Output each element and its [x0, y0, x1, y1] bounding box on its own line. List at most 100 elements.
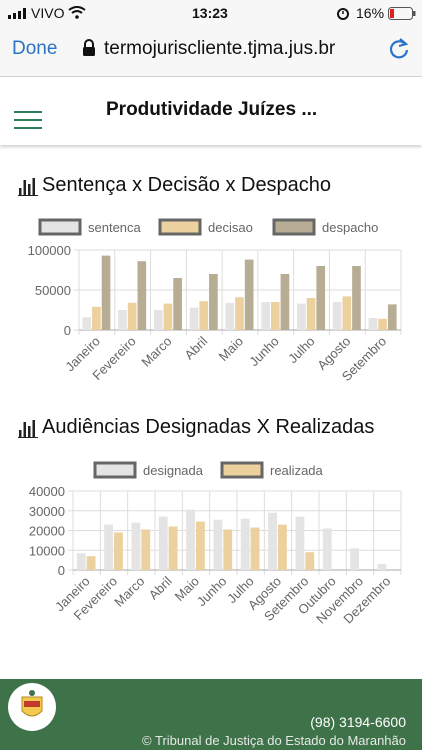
chart2-title: Audiências Designadas X Realizadas — [18, 416, 374, 439]
bar-decisao[interactable] — [163, 303, 173, 330]
bar-designada[interactable] — [186, 509, 195, 570]
bar-designada[interactable] — [295, 516, 305, 570]
bar-designada[interactable] — [377, 564, 387, 570]
legend-label-realizada[interactable]: realizada — [270, 463, 324, 478]
bar-decisao[interactable] — [270, 302, 280, 330]
app-header: Produtividade Juízes ... — [0, 77, 422, 145]
chart1: sentenca decisao despacho050000100000Janei… — [28, 218, 402, 384]
bar-sentenca[interactable] — [225, 302, 235, 330]
x-tick-label: Maio — [216, 334, 247, 365]
bar-chart-icon — [18, 177, 38, 196]
court-logo — [8, 683, 56, 731]
y-tick-label: 100000 — [28, 243, 71, 258]
x-tick-label: Marco — [138, 334, 174, 370]
legend-swatch-designada[interactable] — [93, 461, 137, 479]
y-tick-label: 10000 — [29, 543, 65, 558]
legend-label-designada[interactable]: designada — [143, 463, 204, 478]
y-tick-label: 50000 — [35, 283, 71, 298]
bar-despacho[interactable] — [352, 266, 361, 330]
legend-swatch-realizada[interactable] — [220, 461, 264, 479]
bar-despacho[interactable] — [173, 278, 182, 330]
bar-decisao[interactable] — [199, 301, 209, 330]
bar-sentenca[interactable] — [189, 307, 199, 330]
legend-swatch-decisao[interactable] — [158, 218, 202, 236]
bar-realizada[interactable] — [250, 527, 260, 570]
lock-icon — [83, 39, 95, 56]
bar-realizada[interactable] — [114, 532, 123, 570]
bar-designada[interactable] — [350, 548, 359, 570]
bar-decisao[interactable] — [92, 306, 101, 330]
bar-realizada[interactable] — [86, 556, 96, 570]
x-tick-label: Abril — [146, 573, 175, 602]
legend-swatch-despacho[interactable] — [272, 218, 316, 236]
chart2: designada realizada 0 10000 20000 30000 40000 J… — [29, 461, 402, 627]
bar-despacho[interactable] — [209, 274, 218, 330]
x-tick-label: Marco — [111, 574, 147, 610]
reload-icon[interactable] — [388, 36, 410, 60]
bar-sentenca[interactable] — [332, 302, 342, 330]
bar-decisao[interactable] — [306, 298, 316, 330]
bar-realizada[interactable] — [168, 526, 178, 570]
legend-label-decisao[interactable]: decisao — [208, 220, 253, 235]
bar-realizada[interactable] — [196, 521, 205, 570]
battery-icon — [388, 7, 416, 20]
bar-sentenca[interactable] — [118, 310, 127, 330]
bar-decisao[interactable] — [342, 296, 352, 330]
bar-designada[interactable] — [213, 519, 223, 570]
bar-despacho[interactable] — [101, 255, 111, 330]
footer-copyright: © Tribunal de Justiça do Estado do Maran… — [142, 733, 406, 748]
bar-sentenca[interactable] — [153, 310, 163, 330]
bar-designada[interactable] — [104, 524, 113, 570]
legend-label-sentenca[interactable]: sentenca — [88, 220, 142, 235]
done-button[interactable]: Done — [12, 38, 58, 59]
bar-despacho[interactable] — [280, 274, 290, 330]
bar-realizada[interactable] — [223, 529, 233, 570]
signal-icon — [8, 8, 26, 19]
x-tick-label: Abril — [181, 333, 210, 362]
browser-bar: Done termojuriscliente.tjma.jus.br — [0, 26, 422, 77]
bar-despacho[interactable] — [244, 259, 254, 330]
clock: 13:23 — [192, 5, 228, 21]
legend-label-despacho[interactable]: despacho — [322, 220, 378, 235]
bar-sentenca[interactable] — [82, 317, 92, 330]
url-field[interactable]: termojuriscliente.tjma.jus.br — [104, 38, 336, 59]
status-bar: VIVO 13:23 16% — [0, 0, 422, 26]
y-tick-label: 20000 — [29, 524, 65, 539]
bar-despacho[interactable] — [137, 261, 147, 330]
bar-realizada[interactable] — [141, 529, 151, 570]
chart1-title-text: Sentença x Decisão x Despacho — [42, 174, 332, 196]
bar-decisao[interactable] — [378, 318, 387, 330]
bar-sentenca[interactable] — [297, 303, 306, 330]
bar-decisao[interactable] — [127, 302, 137, 330]
bar-decisao[interactable] — [235, 297, 244, 330]
bar-designada[interactable] — [268, 512, 277, 570]
y-tick-label: 30000 — [29, 504, 65, 519]
bar-designada[interactable] — [158, 516, 168, 570]
footer-phone: (98) 3194-6600 — [310, 714, 406, 730]
x-tick-label: Julho — [285, 334, 318, 367]
bar-designada[interactable] — [322, 528, 332, 570]
chart1-title: Sentença x Decisão x Despacho — [18, 174, 331, 197]
bar-sentenca[interactable] — [368, 318, 378, 330]
chart2-title-text: Audiências Designadas X Realizadas — [42, 416, 375, 438]
x-tick-label: Junho — [194, 574, 230, 610]
bar-realizada[interactable] — [278, 524, 287, 570]
bar-sentenca[interactable] — [261, 302, 270, 330]
battery-percent: 16% — [356, 5, 385, 21]
bar-realizada[interactable] — [305, 552, 315, 570]
bar-despacho[interactable] — [387, 304, 397, 330]
bar-designada[interactable] — [131, 522, 141, 570]
menu-icon[interactable] — [14, 111, 42, 129]
legend-swatch-sentenca[interactable] — [38, 218, 82, 236]
bar-chart-icon — [18, 419, 38, 438]
footer: (98) 3194-6600 © Tribunal de Justiça do … — [0, 679, 422, 750]
bar-designada[interactable] — [240, 518, 250, 570]
alarm-icon — [337, 8, 349, 20]
page-title: Produtividade Juízes ... — [106, 99, 318, 120]
y-tick-label: 0 — [58, 563, 65, 578]
y-tick-label: 0 — [64, 323, 71, 338]
y-tick-label: 40000 — [29, 484, 65, 499]
bar-designada[interactable] — [76, 553, 86, 570]
bar-despacho[interactable] — [316, 266, 326, 330]
wifi-icon — [68, 6, 86, 19]
